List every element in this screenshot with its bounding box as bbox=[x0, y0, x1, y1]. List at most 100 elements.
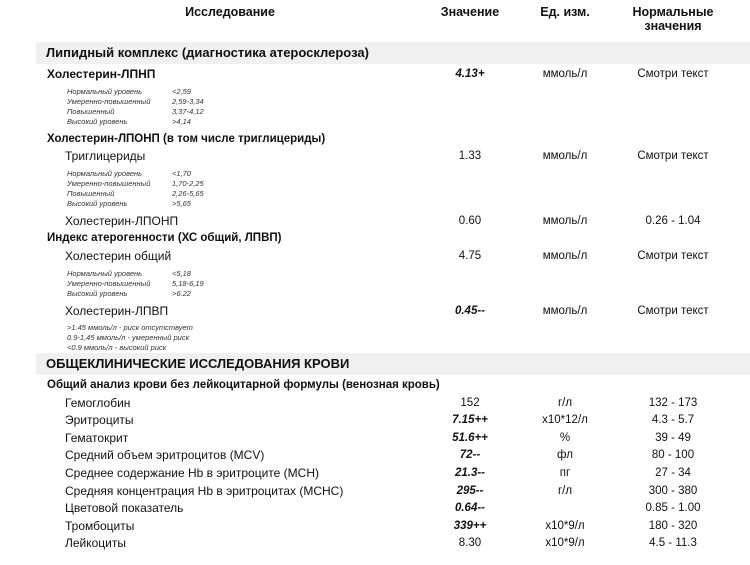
reference-range: <2,59 bbox=[172, 86, 191, 96]
reference-note-line: Высокий уровень >6.22 bbox=[67, 289, 750, 299]
test-name: Триглицериды bbox=[65, 149, 146, 164]
reference-label: Высокий уровень bbox=[67, 116, 128, 126]
result-value: 152 bbox=[460, 396, 480, 409]
reference-label: Нормальный уровень bbox=[67, 168, 143, 178]
table-row: Холестерин-ЛПВП 0.45-- ммоль/л Смотри текст bbox=[0, 303, 750, 321]
unit: % bbox=[559, 431, 571, 444]
reference-label: Нормальный уровень bbox=[67, 86, 143, 96]
table-row: Гематокрит 51.6++% 39 - 49 bbox=[0, 430, 750, 448]
reference-range: 3,37-4,12 bbox=[172, 106, 204, 116]
reference-range: 5,18-6,19 bbox=[172, 278, 204, 288]
test-name: Общий анализ крови без лейкоцитарной фор… bbox=[47, 379, 440, 391]
lipid-results: Холестерин-ЛПНП 4.13+ ммоль/л Смотри текст Н… bbox=[0, 66, 750, 375]
test-name: Цветовой показатель bbox=[65, 501, 184, 516]
table-row: Холестерин-ЛПНП 4.13+ ммоль/л Смотри текст bbox=[0, 66, 750, 84]
reference-note-line: Умеренно-повышенный 1,70-2,25 bbox=[67, 179, 750, 189]
reference-value: 39 - 49 bbox=[655, 431, 691, 444]
column-header-unit: Ед. изм. bbox=[540, 5, 590, 19]
reference-value: Смотри текст bbox=[637, 304, 709, 317]
unit: x10*9/л bbox=[545, 537, 585, 550]
unit: x10*12/л bbox=[542, 414, 588, 427]
test-name: Гемоглобин bbox=[65, 395, 131, 410]
test-name: Тромбоциты bbox=[65, 518, 135, 533]
result-value: 51.6++ bbox=[452, 431, 488, 444]
reference-note-line: Нормальный уровень <5,18 bbox=[67, 269, 750, 279]
result-value: 1.33 bbox=[458, 150, 482, 163]
section-header-lipid: Липидный комплекс (диагностика атероскле… bbox=[36, 42, 750, 64]
reference-range: 2,26-5,65 bbox=[172, 188, 204, 198]
table-row: Тромбоциты 339++ x10*9/л 180 - 320 bbox=[0, 518, 750, 536]
table-row: Гемоглобин 152 г/л 132 - 173 bbox=[0, 395, 750, 413]
unit: ммоль/л bbox=[542, 150, 588, 163]
column-header-norm-line2: значения bbox=[644, 19, 702, 33]
result-value: 4.75 bbox=[458, 249, 482, 262]
test-name: Эритроциты bbox=[65, 413, 134, 428]
test-name: Среднее содержание Hb в эритроците (MCH) bbox=[65, 465, 319, 480]
table-row: Холестерин-ЛПОНП 0.60 ммоль/л 0.26 - 1.04 bbox=[0, 213, 750, 231]
reference-value: 300 - 380 bbox=[648, 484, 698, 497]
result-value: 295-- bbox=[456, 484, 484, 497]
unit: ммоль/л bbox=[542, 214, 588, 227]
reference-label: >1.45 ммоль/л - риск отсутствует bbox=[67, 323, 193, 333]
result-value: 0.64-- bbox=[454, 502, 486, 515]
reference-value: 4.3 - 5.7 bbox=[651, 414, 695, 427]
reference-label: Умеренно-повышенный bbox=[67, 178, 151, 188]
test-name: Холестерин общий bbox=[65, 248, 172, 263]
group-header: Холестерин-ЛПОНП (в том числе триглицери… bbox=[0, 131, 750, 149]
column-header-value: Значение bbox=[440, 5, 500, 19]
reference-label: Высокий уровень bbox=[67, 198, 128, 208]
reference-value: Смотри текст bbox=[637, 150, 709, 163]
column-header-test: Исследование bbox=[185, 5, 275, 19]
reference-range: >4,14 bbox=[172, 116, 191, 126]
table-row: Цветовой показатель 0.64-- 0.85 - 1.00 bbox=[0, 500, 750, 518]
reference-note-line: 0.9-1,45 ммоль/л - умеренный риск bbox=[67, 333, 750, 343]
reference-range: 2,59-3,34 bbox=[172, 96, 204, 106]
reference-label: Умеренно-повышенный bbox=[67, 96, 151, 106]
reference-value: 132 - 173 bbox=[648, 396, 698, 409]
reference-value: 180 - 320 bbox=[648, 519, 698, 532]
reference-range: <5,18 bbox=[172, 268, 191, 278]
reference-value: Смотри текст bbox=[637, 249, 709, 262]
reference-notes: Нормальный уровень <5,18 Умеренно-повышенн… bbox=[0, 266, 750, 303]
table-row: Холестерин общий 4.75 ммоль/л Смотри текст bbox=[0, 248, 750, 266]
reference-note-line: Умеренно-повышенный 2,59-3,34 bbox=[67, 97, 750, 107]
reference-note-line: <0.9 ммоль/л - высокий риск bbox=[67, 343, 750, 353]
result-value: 21.3-- bbox=[454, 466, 486, 479]
reference-note-line: Нормальный уровень <2,59 bbox=[67, 87, 750, 97]
test-name: Холестерин-ЛПОНП (в том числе триглицери… bbox=[47, 132, 326, 145]
reference-notes: >1.45 ммоль/л - риск отсутствует 0.9-1,45… bbox=[0, 320, 750, 357]
reference-note-line: >1.45 ммоль/л - риск отсутствует bbox=[67, 323, 750, 333]
reference-value: 0.26 - 1.04 bbox=[645, 214, 701, 227]
reference-label: 0.9-1,45 ммоль/л - умеренный риск bbox=[67, 333, 190, 343]
reference-range: <1,70 bbox=[172, 168, 191, 178]
unit: г/л bbox=[557, 396, 573, 409]
reference-notes: Нормальный уровень <1,70 Умеренно-повышенн… bbox=[0, 166, 750, 213]
reference-note-line: Умеренно-повышенный 5,18-6,19 bbox=[67, 279, 750, 289]
unit: г/л bbox=[557, 484, 573, 497]
table-row: Средний объем эритроцитов (MCV) 72-- фл 80 … bbox=[0, 447, 750, 465]
reference-range: >6.22 bbox=[172, 288, 191, 298]
section-header-blood: ОБЩЕКЛИНИЧЕСКИЕ ИССЛЕДОВАНИЯ КРОВИ bbox=[36, 353, 750, 375]
result-value: 0.60 bbox=[458, 214, 482, 227]
reference-label: <0.9 ммоль/л - высокий риск bbox=[67, 343, 167, 353]
test-name: Гематокрит bbox=[65, 430, 129, 445]
reference-note-line: Повышенный 3,37-4,12 bbox=[67, 107, 750, 117]
reference-range: 1,70-2,25 bbox=[172, 178, 204, 188]
reference-label: Высокий уровень bbox=[67, 288, 128, 298]
blood-results: Общий анализ крови без лейкоцитарной фор… bbox=[0, 377, 750, 553]
table-row: Триглицериды 1.33 ммоль/л Смотри текст bbox=[0, 148, 750, 166]
reference-note-line: Нормальный уровень <1,70 bbox=[67, 169, 750, 179]
reference-note-line: Высокий уровень >5,65 bbox=[67, 199, 750, 209]
reference-value: 80 - 100 bbox=[651, 449, 695, 462]
column-header-norm: Нормальные значения bbox=[620, 5, 726, 33]
test-name: Холестерин-ЛПВП bbox=[65, 303, 169, 318]
table-row: Лейкоциты 8.30 x10*9/л 4.5 - 11.3 bbox=[0, 535, 750, 553]
column-header-norm-line1: Нормальные bbox=[632, 5, 714, 19]
reference-label: Умеренно-повышенный bbox=[67, 278, 151, 288]
test-name: Холестерин-ЛПНП bbox=[47, 67, 156, 81]
result-value: 7.15++ bbox=[452, 414, 488, 427]
group-header: Общий анализ крови без лейкоцитарной фор… bbox=[0, 377, 750, 395]
result-value: 72-- bbox=[459, 449, 481, 462]
result-value: 8.30 bbox=[458, 537, 482, 550]
reference-note-line: Высокий уровень >4,14 bbox=[67, 117, 750, 127]
